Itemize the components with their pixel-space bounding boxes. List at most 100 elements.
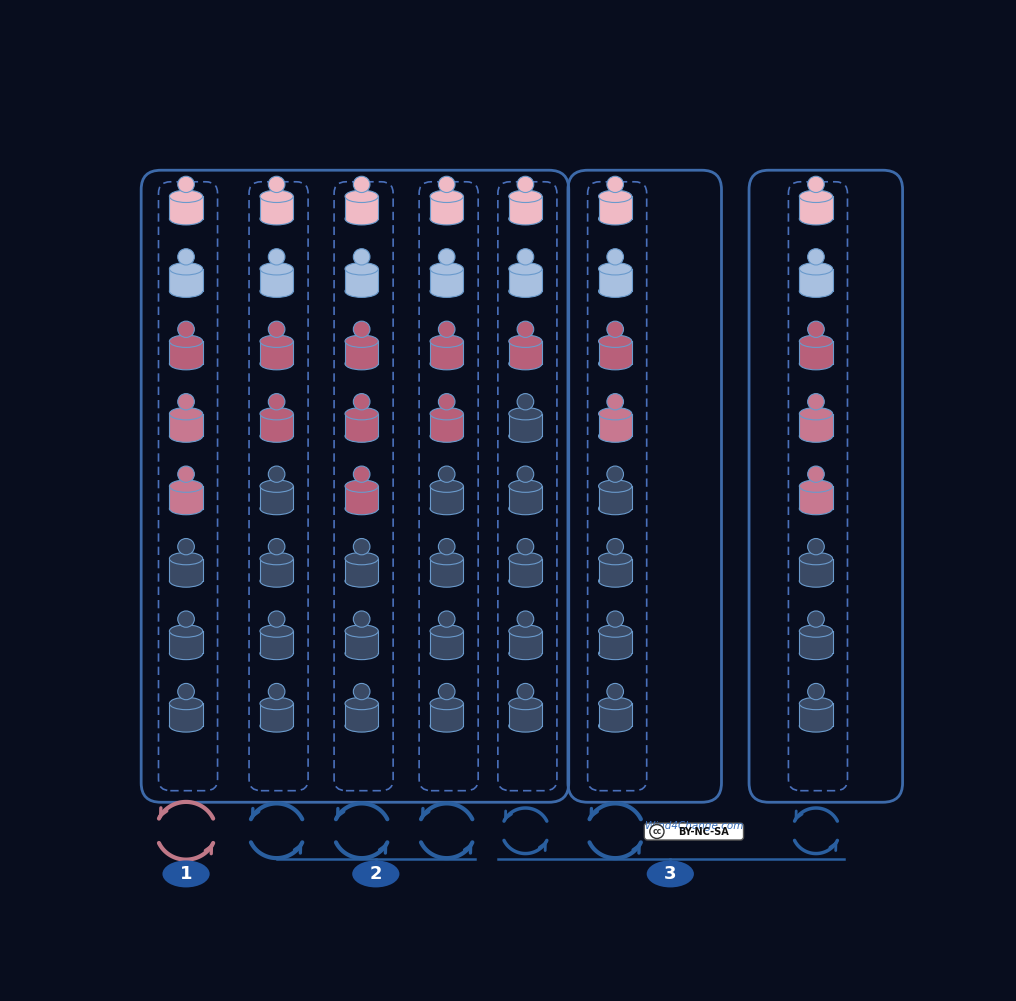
Ellipse shape (607, 539, 624, 555)
Ellipse shape (438, 321, 455, 337)
Ellipse shape (430, 503, 463, 515)
FancyBboxPatch shape (598, 196, 632, 219)
Ellipse shape (170, 190, 202, 202)
FancyBboxPatch shape (509, 559, 543, 581)
Ellipse shape (430, 190, 463, 202)
FancyBboxPatch shape (598, 631, 632, 654)
Ellipse shape (345, 190, 378, 202)
Ellipse shape (800, 553, 832, 565)
Ellipse shape (808, 684, 824, 700)
FancyBboxPatch shape (430, 413, 463, 436)
FancyBboxPatch shape (260, 704, 294, 726)
FancyBboxPatch shape (345, 559, 378, 581)
Ellipse shape (509, 720, 543, 732)
FancyBboxPatch shape (509, 341, 543, 363)
Text: cc: cc (652, 827, 661, 836)
Ellipse shape (509, 262, 543, 275)
Ellipse shape (170, 335, 202, 347)
Ellipse shape (178, 466, 194, 482)
Ellipse shape (345, 212, 378, 225)
Ellipse shape (430, 407, 463, 419)
FancyBboxPatch shape (509, 486, 543, 509)
Ellipse shape (345, 262, 378, 275)
Ellipse shape (170, 698, 202, 710)
FancyBboxPatch shape (260, 486, 294, 509)
Ellipse shape (598, 648, 632, 660)
FancyBboxPatch shape (598, 486, 632, 509)
Ellipse shape (800, 720, 832, 732)
FancyBboxPatch shape (430, 341, 463, 363)
Ellipse shape (509, 698, 543, 710)
Ellipse shape (354, 539, 370, 555)
Ellipse shape (598, 407, 632, 419)
Ellipse shape (260, 430, 294, 442)
FancyBboxPatch shape (260, 559, 294, 581)
Ellipse shape (430, 430, 463, 442)
Ellipse shape (170, 648, 202, 660)
Ellipse shape (598, 212, 632, 225)
Ellipse shape (430, 285, 463, 297)
Ellipse shape (260, 648, 294, 660)
Ellipse shape (170, 262, 202, 275)
Ellipse shape (808, 176, 824, 192)
Ellipse shape (800, 575, 832, 588)
FancyBboxPatch shape (170, 196, 202, 219)
FancyBboxPatch shape (509, 631, 543, 654)
Ellipse shape (268, 248, 284, 265)
Text: 3: 3 (664, 865, 677, 883)
FancyBboxPatch shape (430, 631, 463, 654)
Ellipse shape (345, 335, 378, 347)
FancyBboxPatch shape (170, 269, 202, 291)
Text: BY-NC-SA: BY-NC-SA (678, 827, 728, 837)
Text: 1: 1 (180, 865, 192, 883)
FancyBboxPatch shape (598, 704, 632, 726)
FancyBboxPatch shape (509, 704, 543, 726)
Ellipse shape (598, 479, 632, 492)
FancyBboxPatch shape (260, 631, 294, 654)
Ellipse shape (800, 503, 832, 515)
Ellipse shape (509, 357, 543, 369)
Ellipse shape (260, 553, 294, 565)
Ellipse shape (178, 393, 194, 409)
Ellipse shape (345, 430, 378, 442)
FancyBboxPatch shape (345, 413, 378, 436)
Ellipse shape (345, 503, 378, 515)
Ellipse shape (430, 212, 463, 225)
FancyBboxPatch shape (800, 269, 832, 291)
Ellipse shape (598, 575, 632, 588)
Ellipse shape (268, 176, 284, 192)
FancyBboxPatch shape (800, 196, 832, 219)
Ellipse shape (607, 176, 624, 192)
Ellipse shape (345, 407, 378, 419)
FancyBboxPatch shape (345, 269, 378, 291)
Ellipse shape (354, 393, 370, 409)
Ellipse shape (430, 479, 463, 492)
Ellipse shape (800, 357, 832, 369)
Ellipse shape (430, 262, 463, 275)
Ellipse shape (800, 479, 832, 492)
Ellipse shape (430, 553, 463, 565)
Ellipse shape (430, 625, 463, 638)
FancyBboxPatch shape (170, 631, 202, 654)
Ellipse shape (598, 262, 632, 275)
Ellipse shape (800, 190, 832, 202)
Ellipse shape (268, 321, 284, 337)
Ellipse shape (800, 698, 832, 710)
Ellipse shape (170, 212, 202, 225)
FancyBboxPatch shape (598, 341, 632, 363)
Ellipse shape (509, 648, 543, 660)
Ellipse shape (509, 575, 543, 588)
Ellipse shape (598, 720, 632, 732)
Ellipse shape (345, 625, 378, 638)
Ellipse shape (598, 553, 632, 565)
Ellipse shape (345, 553, 378, 565)
Ellipse shape (260, 262, 294, 275)
FancyBboxPatch shape (170, 486, 202, 509)
Ellipse shape (509, 407, 543, 419)
Ellipse shape (260, 720, 294, 732)
Ellipse shape (268, 539, 284, 555)
Ellipse shape (260, 698, 294, 710)
Ellipse shape (607, 684, 624, 700)
Ellipse shape (170, 430, 202, 442)
Ellipse shape (646, 861, 694, 888)
